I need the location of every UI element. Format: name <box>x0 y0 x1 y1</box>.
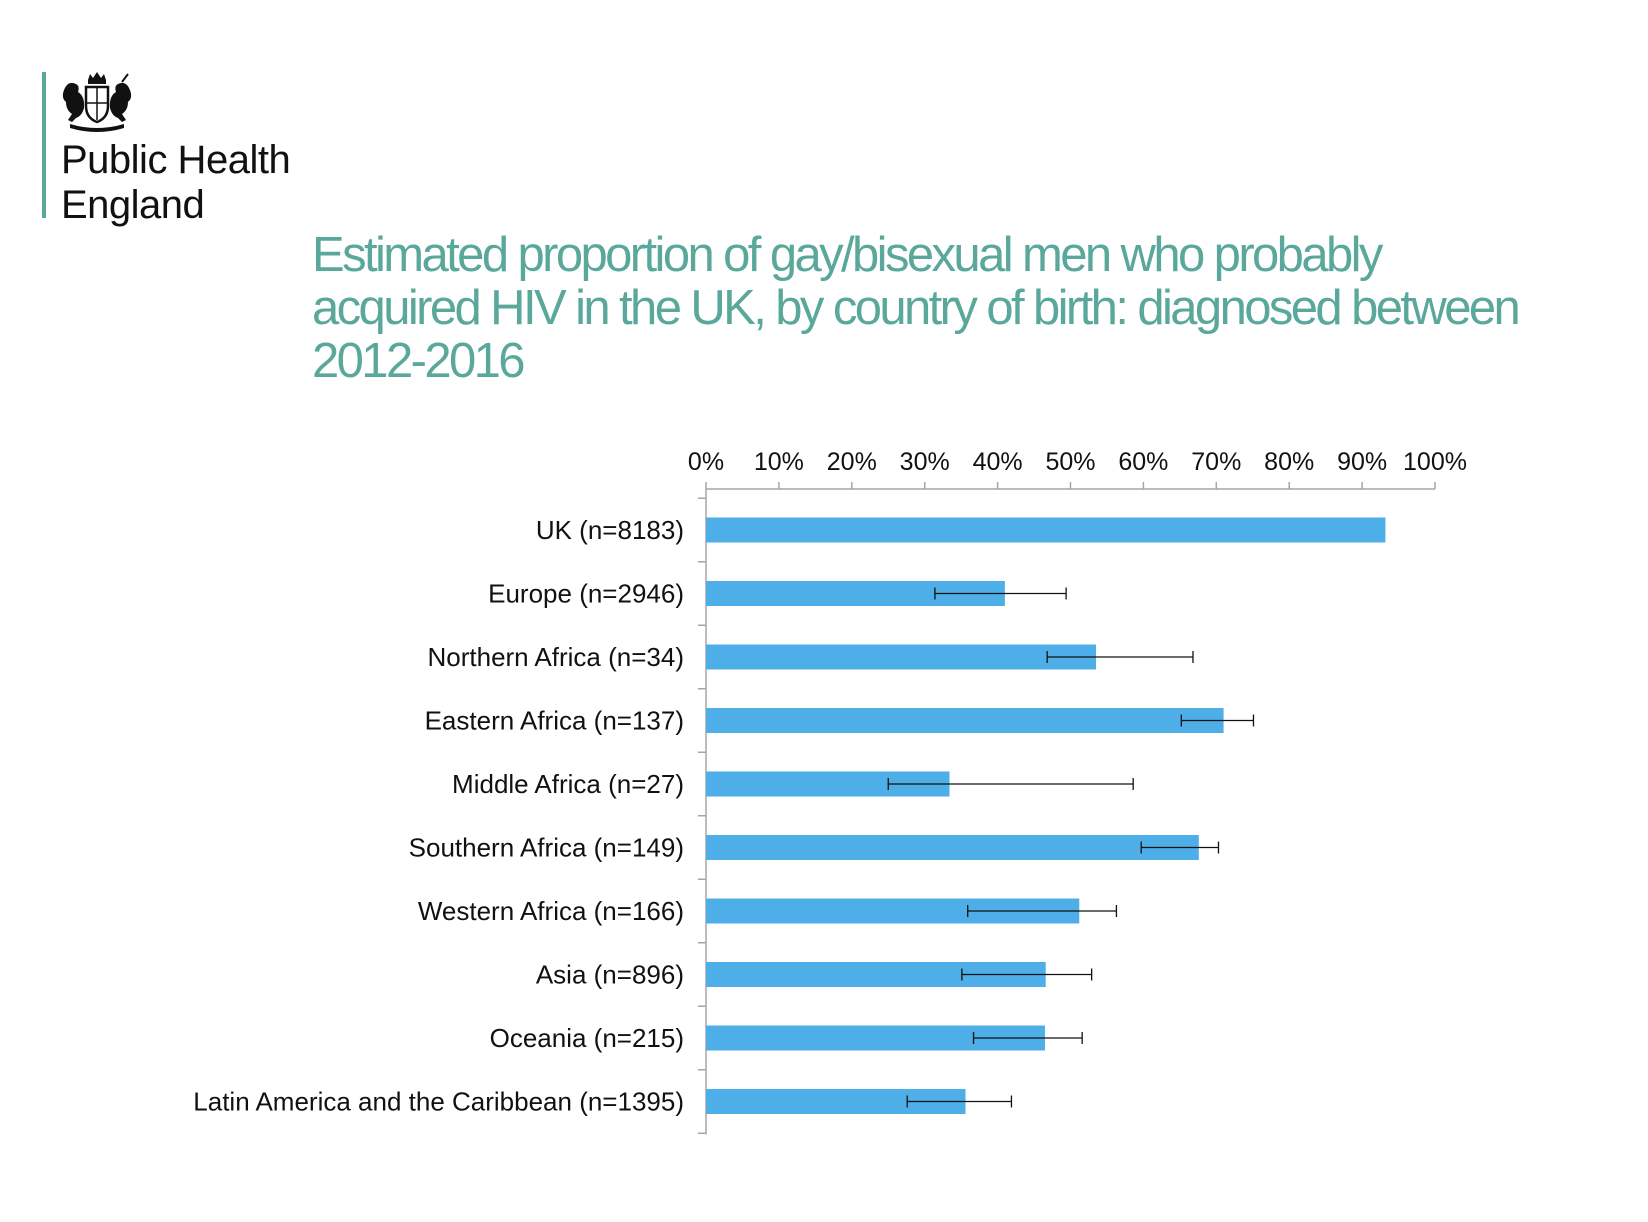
x-tick-label: 20% <box>827 448 877 476</box>
bar <box>706 644 1097 670</box>
x-tick-label: 100% <box>1403 448 1467 476</box>
x-tick-label: 30% <box>900 448 950 476</box>
x-tick-label: 0% <box>688 448 724 476</box>
brand-accent-bar <box>42 72 46 218</box>
x-tick-label: 60% <box>1118 448 1168 476</box>
category-label: Eastern Africa (n=137) <box>425 706 684 736</box>
x-tick-label: 90% <box>1337 448 1387 476</box>
category-label: Asia (n=896) <box>536 960 684 990</box>
bar <box>706 708 1224 733</box>
bar <box>706 835 1199 860</box>
chart-title-line-2: acquired HIV in the UK, by country of bi… <box>312 281 1521 335</box>
x-tick-label: 50% <box>1045 448 1095 476</box>
brand-name: Public Health England <box>61 138 291 228</box>
bar <box>706 517 1386 543</box>
category-label: Oceania (n=215) <box>490 1023 684 1053</box>
royal-coat-of-arms-icon <box>62 72 132 132</box>
x-tick-label: 10% <box>754 448 804 476</box>
x-tick-label: 70% <box>1191 448 1241 476</box>
chart-title: Estimated proportion of gay/bisexual men… <box>312 229 1612 388</box>
category-label: Middle Africa (n=27) <box>452 769 684 799</box>
category-label: Western Africa (n=166) <box>418 896 684 926</box>
category-label: Europe (n=2946) <box>488 579 684 609</box>
x-tick-label: 40% <box>973 448 1023 476</box>
brand-name-line-1: Public Health <box>61 138 291 182</box>
chart-title-line-3: 2012-2016 <box>312 334 526 388</box>
chart-title-line-1: Estimated proportion of gay/bisexual men… <box>312 228 1383 282</box>
x-tick-label: 80% <box>1264 448 1314 476</box>
category-label: Northern Africa (n=34) <box>427 642 684 672</box>
brand-name-line-2: England <box>61 183 205 227</box>
category-label: Southern Africa (n=149) <box>409 833 684 863</box>
category-label: Latin America and the Caribbean (n=1395) <box>193 1087 684 1117</box>
category-label: UK (n=8183) <box>536 515 684 545</box>
